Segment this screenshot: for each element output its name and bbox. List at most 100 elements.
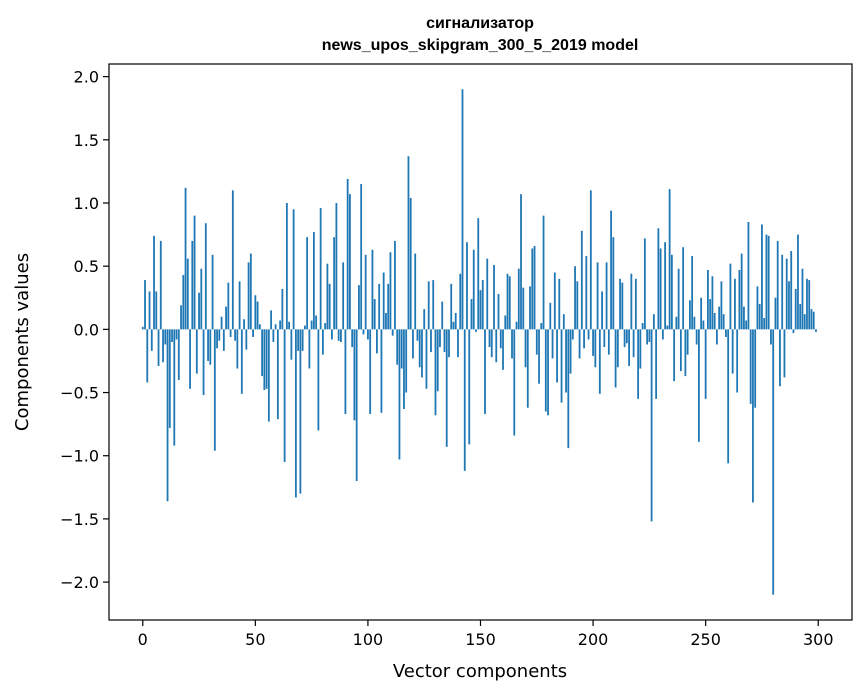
bar-219 bbox=[634, 278, 637, 330]
plot-frame bbox=[108, 63, 853, 621]
bar-5 bbox=[153, 235, 155, 330]
bar-94 bbox=[353, 329, 356, 421]
bar-177 bbox=[540, 323, 543, 330]
bar-262 bbox=[731, 329, 734, 374]
bar-95 bbox=[355, 329, 358, 481]
bar-265 bbox=[738, 269, 741, 330]
bar-89 bbox=[342, 262, 345, 330]
bar-203 bbox=[598, 329, 601, 394]
x-tick-label: 250 bbox=[690, 630, 721, 649]
bar-215 bbox=[625, 329, 628, 344]
bar-242 bbox=[686, 329, 689, 355]
chart-title-line1: сигнализатор bbox=[426, 15, 534, 32]
bar-22 bbox=[191, 240, 194, 330]
y-tick-label: 2.0 bbox=[74, 68, 99, 87]
bar-188 bbox=[565, 329, 567, 393]
bar-4 bbox=[150, 329, 153, 351]
bar-233 bbox=[666, 325, 669, 330]
bar-75 bbox=[310, 320, 313, 330]
bar-79 bbox=[319, 208, 322, 330]
bar-131 bbox=[436, 329, 439, 392]
bar-77 bbox=[315, 315, 318, 330]
bar-80 bbox=[321, 329, 324, 355]
bar-61 bbox=[279, 320, 282, 330]
bar-199 bbox=[589, 190, 592, 330]
bar-216 bbox=[628, 329, 630, 367]
bar-294 bbox=[803, 314, 806, 330]
bar-272 bbox=[754, 329, 757, 408]
bar-142 bbox=[461, 89, 464, 330]
bar-103 bbox=[373, 299, 376, 330]
bar-237 bbox=[675, 316, 678, 330]
bar-115 bbox=[400, 329, 403, 369]
bar-200 bbox=[592, 329, 594, 356]
bar-250 bbox=[704, 329, 707, 399]
bar-227 bbox=[652, 314, 655, 330]
bar-180 bbox=[547, 329, 549, 416]
bar-280 bbox=[772, 329, 775, 595]
bar-28 bbox=[204, 223, 207, 330]
bar-174 bbox=[533, 245, 536, 330]
bar-182 bbox=[551, 329, 554, 359]
bar-217 bbox=[630, 273, 633, 330]
bar-8 bbox=[159, 240, 162, 330]
bar-245 bbox=[693, 316, 696, 330]
bar-147 bbox=[472, 249, 475, 330]
bar-279 bbox=[770, 329, 772, 345]
bar-128 bbox=[430, 329, 432, 353]
bar-90 bbox=[344, 329, 347, 415]
bar-150 bbox=[479, 290, 482, 330]
bar-163 bbox=[508, 276, 511, 330]
bar-156 bbox=[493, 264, 495, 330]
bar-223 bbox=[643, 238, 646, 330]
bar-72 bbox=[303, 325, 306, 330]
bar-135 bbox=[445, 329, 448, 447]
bar-137 bbox=[450, 283, 453, 330]
bar-185 bbox=[558, 278, 561, 330]
bar-54 bbox=[263, 329, 266, 391]
bar-119 bbox=[409, 197, 412, 330]
x-axis-label: Vector components bbox=[393, 661, 567, 682]
bar-288 bbox=[790, 251, 793, 330]
bar-258 bbox=[722, 314, 725, 330]
bar-155 bbox=[490, 329, 493, 358]
bar-34 bbox=[218, 329, 221, 341]
bar-189 bbox=[567, 329, 570, 449]
bar-124 bbox=[421, 329, 423, 378]
bar-230 bbox=[659, 248, 662, 330]
bar-267 bbox=[743, 306, 745, 330]
bar-165 bbox=[513, 329, 516, 436]
bar-277 bbox=[765, 234, 768, 330]
bar-13 bbox=[171, 329, 173, 342]
y-tick-label: 0.0 bbox=[74, 320, 99, 339]
bar-183 bbox=[553, 272, 556, 330]
bar-208 bbox=[610, 210, 612, 330]
bar-59 bbox=[274, 324, 277, 330]
bar-9 bbox=[162, 329, 164, 363]
bar-154 bbox=[488, 329, 491, 348]
bar-175 bbox=[535, 329, 538, 355]
y-tick-label: −2.0 bbox=[60, 573, 99, 592]
bar-138 bbox=[452, 321, 455, 330]
bar-228 bbox=[655, 329, 658, 399]
bar-202 bbox=[596, 262, 599, 330]
bar-11 bbox=[166, 329, 169, 502]
bar-44 bbox=[240, 329, 243, 394]
bar-32 bbox=[213, 329, 216, 451]
bar-254 bbox=[713, 312, 716, 330]
bar-113 bbox=[396, 329, 399, 365]
bar-276 bbox=[763, 317, 766, 330]
bar-187 bbox=[562, 314, 565, 330]
bar-49 bbox=[252, 329, 254, 337]
bar-152 bbox=[484, 329, 486, 415]
x-axis-ticks: 0 50 100 150 200 250 300 bbox=[138, 620, 834, 649]
bar-296 bbox=[808, 280, 811, 330]
bar-298 bbox=[812, 311, 815, 330]
y-tick-label: 0.5 bbox=[74, 257, 99, 276]
bar-166 bbox=[515, 321, 518, 330]
bar-93 bbox=[351, 329, 354, 348]
bar-118 bbox=[407, 156, 410, 330]
bar-290 bbox=[794, 288, 797, 330]
bar-190 bbox=[569, 329, 572, 374]
bar-256 bbox=[718, 306, 721, 330]
